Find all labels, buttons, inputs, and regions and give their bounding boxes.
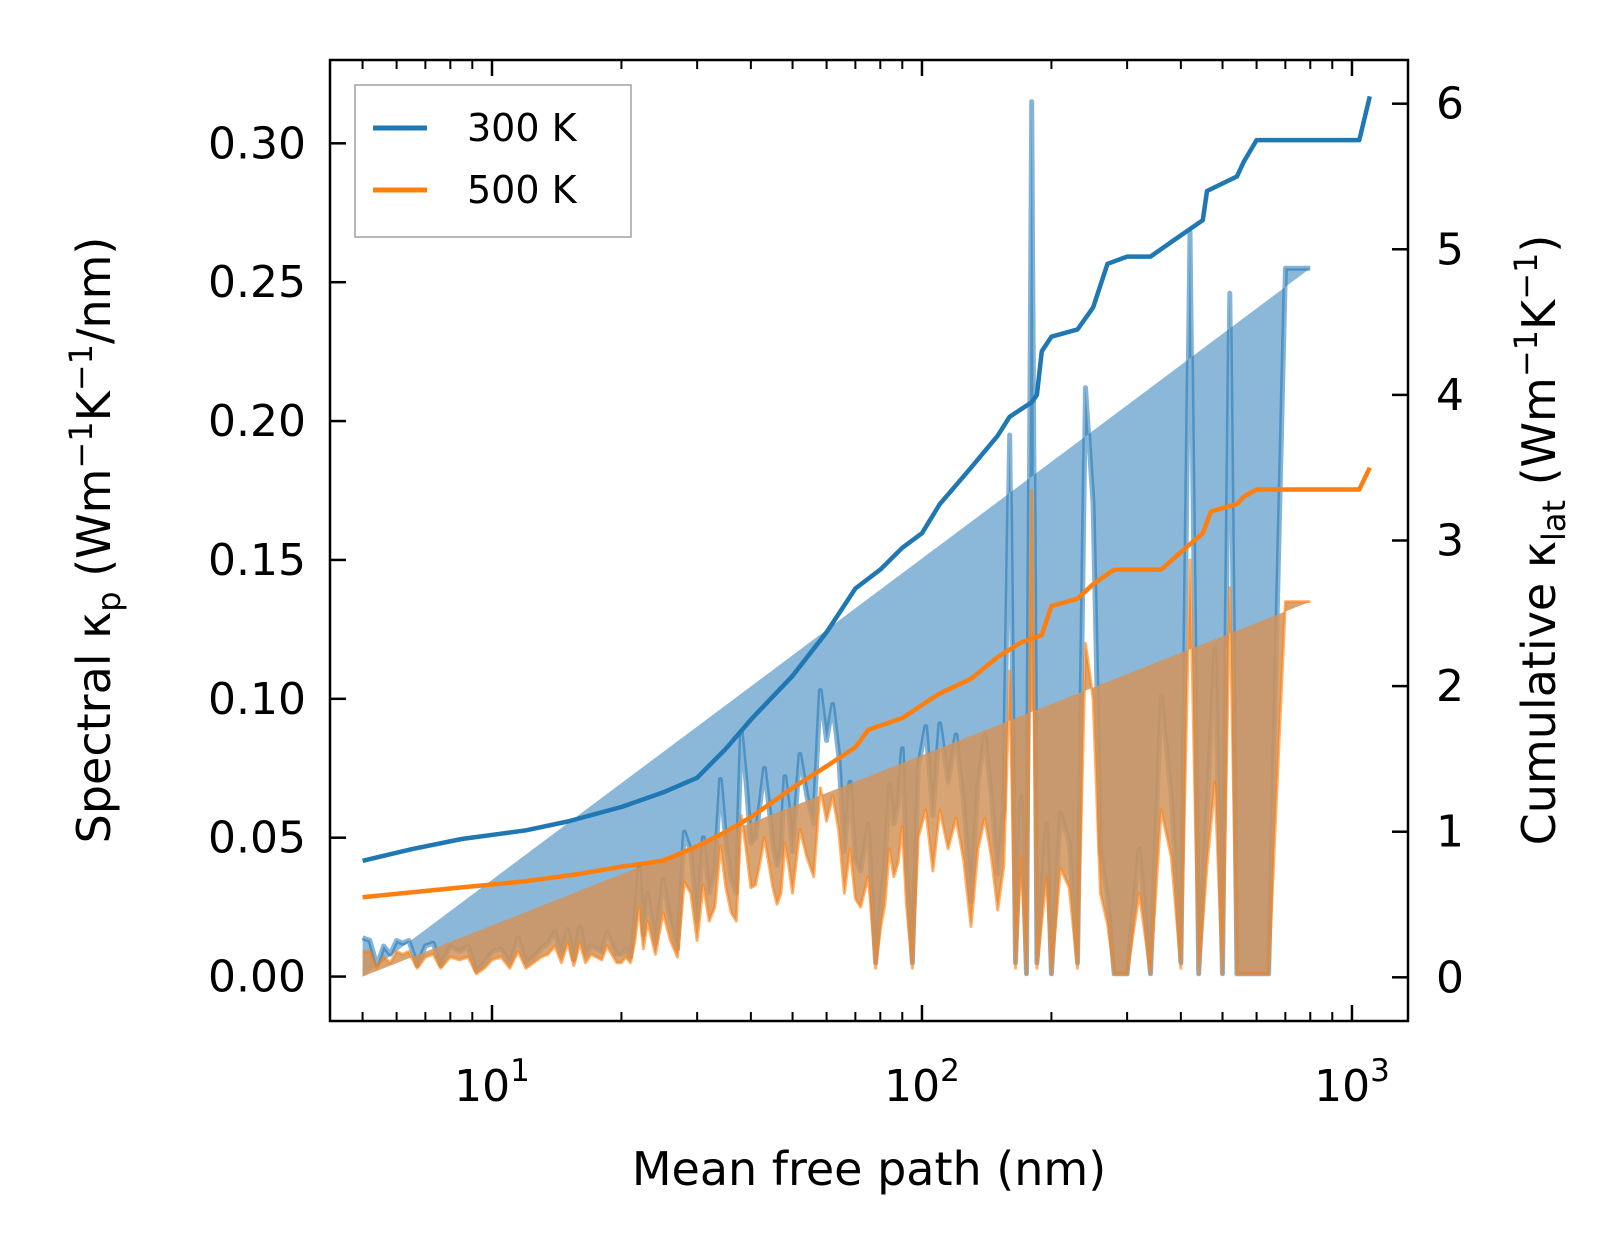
- y-axis-title-tail: /nm): [67, 237, 121, 344]
- spectral-area-500k: [362, 490, 1311, 977]
- y-axis-title-open: (Wm: [67, 469, 121, 592]
- y-tick-label: 0.10: [208, 674, 306, 725]
- y-axis-title: Spectral κp (Wm−1K−1/nm): [62, 237, 128, 844]
- cumulative-line-300k: [362, 95, 1372, 863]
- y2-axis-title-sup2: −1: [1507, 253, 1545, 300]
- y2-tick-label: 4: [1436, 370, 1464, 421]
- legend-label-500k: 500 K: [467, 168, 578, 212]
- y2-tick-label: 0: [1436, 952, 1464, 1003]
- y-tick-label: 0.20: [208, 396, 306, 447]
- x-tick-label: 102: [884, 1053, 960, 1112]
- y-tick-label: 0.05: [208, 813, 306, 864]
- y2-tick-label: 5: [1436, 224, 1464, 275]
- y2-axis-title-sub: lat: [1535, 500, 1573, 541]
- x-tick-label: 101: [454, 1053, 530, 1112]
- y-tick-label: 0.00: [208, 952, 306, 1003]
- y-tick-label: 0.15: [208, 535, 306, 586]
- y2-axis-title-open: (Wm: [1512, 377, 1566, 500]
- y-axis-title-prefix: Spectral κ: [67, 612, 121, 844]
- y-tick-label: 0.25: [208, 257, 306, 308]
- legend: 300 K 500 K: [354, 84, 632, 238]
- y2-axis-title-k: K: [1512, 298, 1566, 330]
- x-tick-label: 103: [1314, 1053, 1390, 1112]
- y-axis-title-sup1: −1: [62, 421, 100, 468]
- y-axis-title-sub: p: [90, 591, 128, 611]
- y2-tick-label: 1: [1436, 807, 1464, 858]
- cumulative-line-500k: [362, 466, 1372, 900]
- y-axis-title-k: K: [67, 389, 121, 421]
- legend-box: [354, 84, 632, 238]
- y-tick-label: 0.30: [208, 118, 306, 169]
- legend-label-300k: 300 K: [467, 106, 578, 150]
- spectral-line-500k: [362, 489, 1311, 976]
- y2-tick-label: 2: [1436, 661, 1464, 712]
- y2-axis-title-prefix: Cumulative κ: [1512, 541, 1566, 845]
- axis-ticks: 0.00 0.05 0.10 0.15 0.20 0.25 0.30 0 1 2 3 4 5 6 101 10…: [208, 60, 1464, 1112]
- y2-axis-title: Cumulative κlat (Wm−1K−1): [1507, 235, 1573, 846]
- plot-area: [361, 95, 1372, 977]
- y2-axis-title-sup1: −1: [1507, 330, 1545, 377]
- y2-axis-title-tail: ): [1512, 235, 1566, 253]
- y2-tick-label: 6: [1436, 79, 1464, 130]
- y2-tick-label: 3: [1436, 516, 1464, 567]
- y-axis-title-sup2: −1: [62, 344, 100, 391]
- x-axis-title: Mean free path (nm): [632, 1142, 1106, 1196]
